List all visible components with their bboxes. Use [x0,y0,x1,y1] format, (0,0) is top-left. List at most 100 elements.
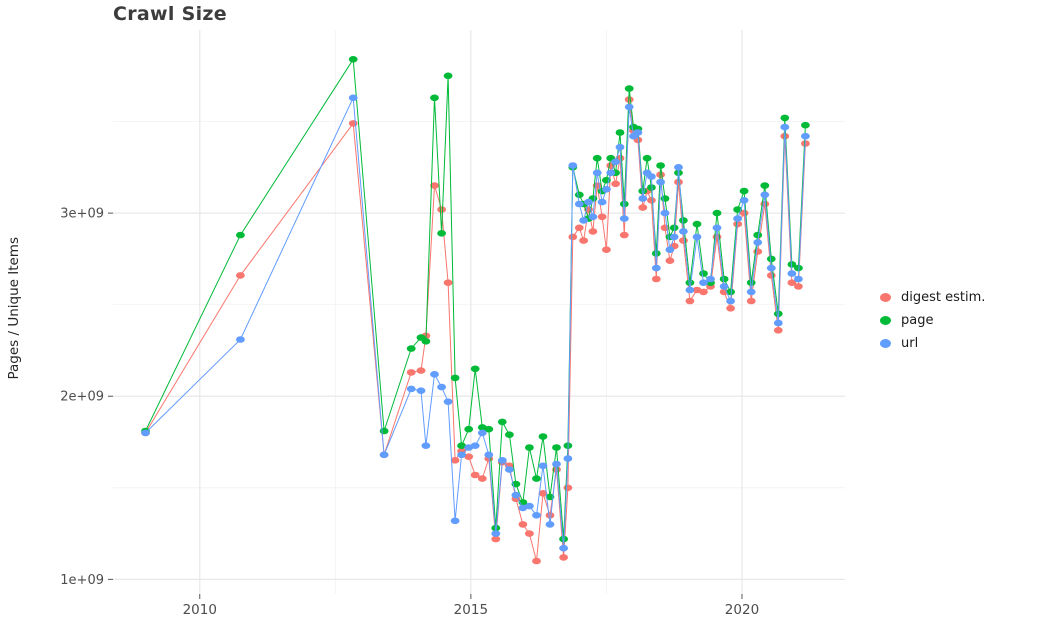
data-point-page [760,182,770,189]
y-tick-label: 3e+09 [60,207,104,222]
data-point-page [538,433,548,440]
data-point-url [477,429,487,437]
data-point-url [656,178,665,186]
data-point-url [699,279,708,287]
data-point-url [141,429,150,437]
data-point-page [497,418,507,426]
data-point-url [559,544,568,552]
data-point-page [545,493,555,501]
data-point-url [525,502,534,510]
legend: digest estim. page url [880,286,985,355]
data-point-digest [647,197,656,204]
data-point-page [443,72,453,80]
data-point-digest [685,297,695,305]
data-point-url [348,94,358,102]
data-point-url [611,158,620,166]
data-point-digest [679,237,688,244]
data-point-url [602,186,611,193]
data-point-digest [450,457,460,464]
data-point-digest [651,275,661,283]
data-point-url [638,195,648,202]
data-point-digest [579,237,588,244]
data-point-digest [525,530,534,537]
data-point-url [685,286,695,294]
data-point-url [712,224,722,232]
data-point-url [660,209,670,217]
data-point-page [656,162,665,169]
y-tick-label: 1e+09 [60,573,104,588]
data-point-url [780,123,790,131]
data-point-url [532,512,541,519]
data-point-digest [406,369,416,376]
data-point-page [685,279,695,287]
data-point-page [794,264,803,272]
data-point-digest [699,288,708,296]
data-point-page [624,85,634,92]
data-point-page [746,279,756,287]
data-point-url [505,466,514,473]
data-point-url [597,198,607,206]
data-point-page [525,444,534,451]
data-point-digest [491,535,501,543]
data-point-page [505,431,514,439]
x-tick-label: 2015 [454,602,488,618]
data-point-digest [574,224,584,232]
data-point-page [532,475,541,482]
data-point-url [379,451,389,459]
data-point-digest [773,327,783,334]
data-point-page [421,338,431,345]
data-point-url [669,233,679,241]
data-point-digest [746,297,756,305]
data-point-url [692,233,702,241]
data-point-page [699,270,708,277]
data-point-url [665,246,675,253]
data-point-url [739,197,749,204]
data-point-digest [464,453,474,461]
data-point-url [647,173,656,180]
data-point-url [726,297,735,305]
data-point-digest [611,180,620,188]
data-point-url [497,457,507,464]
x-tick-label: 2010 [183,602,217,618]
data-point-url [563,455,573,462]
data-point-url [794,275,803,283]
data-point-url [787,270,797,277]
data-point-page [619,200,629,208]
data-point-url [633,129,643,136]
data-point-url [416,387,426,395]
data-point-url [421,442,431,450]
legend-swatch-digest-icon [880,293,891,302]
data-point-url [588,213,598,221]
legend-item-page: page [880,309,985,332]
data-point-url [760,191,770,199]
data-point-url [592,169,602,177]
data-point-digest [766,272,776,279]
series-line-page [145,57,806,540]
data-point-url [538,462,548,470]
data-point-url [773,319,783,327]
data-point-url [568,162,578,169]
legend-label-digest: digest estim. [901,290,986,305]
data-point-url [719,283,729,290]
data-point-page [739,187,749,195]
data-point-url [430,371,439,378]
data-point-url [491,530,501,537]
data-point-page [642,154,652,162]
data-point-digest [477,475,487,482]
data-point-page [437,230,446,237]
legend-swatch-url-icon [880,339,891,348]
data-point-digest [443,279,453,287]
data-point-url [606,169,616,177]
data-point-page [457,442,466,450]
data-point-digest [787,279,797,287]
data-point-page [430,94,439,102]
data-point-digest [588,228,598,235]
data-point-page [719,275,729,283]
data-point-page [753,231,763,239]
data-point-url [624,103,634,111]
data-point-digest [597,213,607,221]
legend-swatch-page-icon [880,316,891,325]
data-point-digest [538,490,548,497]
data-point-page [348,56,358,63]
